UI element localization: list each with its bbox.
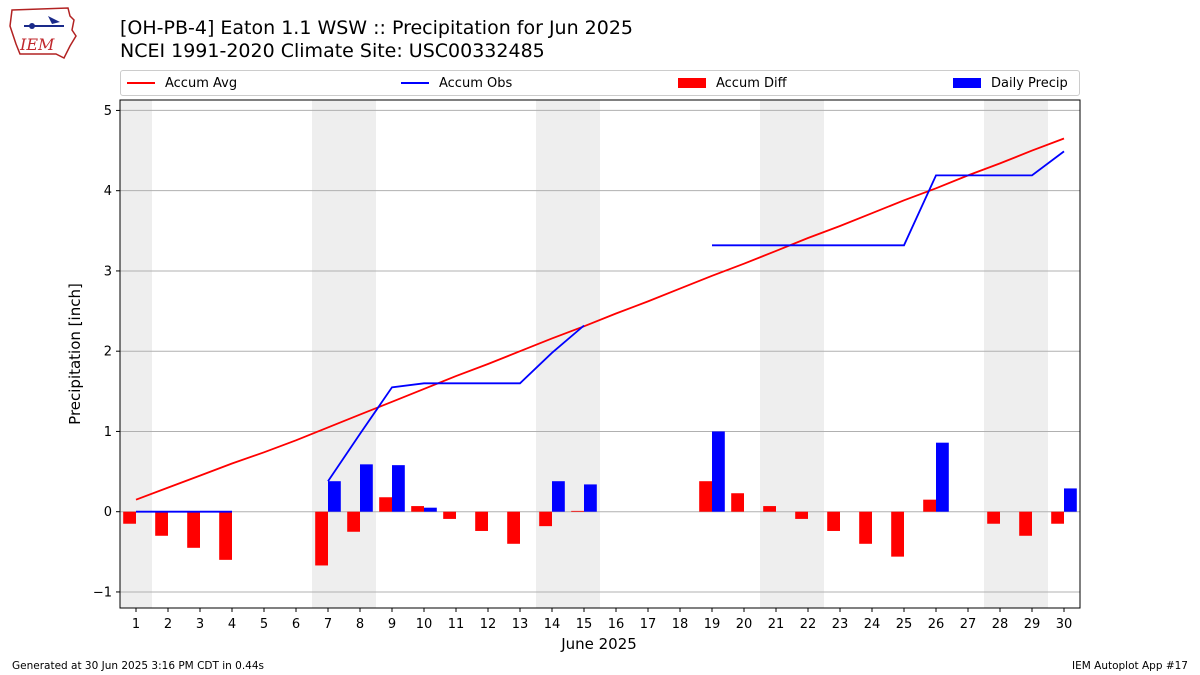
weekend-shade-0 <box>120 100 152 608</box>
daily-bar-day-14 <box>552 481 565 512</box>
x-tick-label: 25 <box>896 617 913 632</box>
diff-bar-day-25 <box>891 511 904 557</box>
diff-bar-day-26 <box>923 499 936 512</box>
x-tick-label: 2 <box>164 617 172 632</box>
diff-bar-day-2 <box>155 511 168 536</box>
y-tick-label: −1 <box>93 585 112 600</box>
x-tick-label: 23 <box>832 617 849 632</box>
diff-bar-day-23 <box>827 511 840 531</box>
iem-logo: IEM <box>8 6 80 60</box>
x-tick-label: 1 <box>132 617 140 632</box>
footer-app-id: IEM Autoplot App #17 <box>1072 660 1188 672</box>
diff-bar-day-4 <box>219 511 232 560</box>
diff-bar-day-3 <box>187 511 200 548</box>
legend-item-accum-diff: Accum Diff <box>678 71 787 95</box>
diff-bar-day-24 <box>859 511 872 544</box>
x-tick-label: 22 <box>800 617 817 632</box>
diff-bar-day-8 <box>347 511 360 532</box>
diff-bar-day-19 <box>699 481 712 512</box>
x-tick-label: 6 <box>292 617 300 632</box>
diff-bar-day-29 <box>1019 511 1032 536</box>
y-tick-label: 4 <box>104 184 112 199</box>
diff-bar-day-7 <box>315 511 328 566</box>
legend-swatch-accum-obs <box>401 82 429 84</box>
x-tick-label: 5 <box>260 617 268 632</box>
x-tick-label: 13 <box>512 617 529 632</box>
legend-item-daily-precip: Daily Precip <box>953 71 1068 95</box>
legend-label-accum-obs: Accum Obs <box>439 75 513 91</box>
diff-bar-day-14 <box>539 511 552 527</box>
x-tick-label: 14 <box>544 617 561 632</box>
weekend-shade-2 <box>536 100 600 608</box>
x-tick-label: 11 <box>448 617 465 632</box>
legend-item-accum-obs: Accum Obs <box>401 71 512 95</box>
accum-obs-line-segment-1 <box>327 324 585 482</box>
legend-item-accum-avg: Accum Avg <box>127 71 237 95</box>
legend-label-accum-avg: Accum Avg <box>165 75 238 91</box>
daily-bar-day-15 <box>584 484 597 512</box>
x-tick-label: 4 <box>228 617 236 632</box>
chart-legend: Accum Avg Accum Obs Accum Diff Daily Pre… <box>120 70 1080 96</box>
legend-label-daily-precip: Daily Precip <box>991 75 1068 91</box>
diff-bar-day-28 <box>987 511 1000 524</box>
chart-title: [OH-PB-4] Eaton 1.1 WSW :: Precipitation… <box>120 17 634 39</box>
y-tick-label: 2 <box>104 345 112 360</box>
chart-subtitle: NCEI 1991-2020 Climate Site: USC00332485 <box>120 40 545 62</box>
y-axis-label: Precipitation [inch] <box>66 283 84 425</box>
daily-bar-day-8 <box>360 464 373 512</box>
diff-bar-day-12 <box>475 511 488 531</box>
x-tick-label: 10 <box>416 617 433 632</box>
daily-bar-day-10 <box>424 507 437 512</box>
diff-bar-day-10 <box>411 506 424 512</box>
diff-bar-day-11 <box>443 511 456 519</box>
diff-bar-day-15 <box>571 510 584 512</box>
x-tick-label: 29 <box>1024 617 1041 632</box>
x-tick-label: 3 <box>196 617 204 632</box>
daily-bar-day-9 <box>392 465 405 512</box>
daily-bar-day-26 <box>936 442 949 512</box>
y-tick-label: 1 <box>104 425 112 440</box>
plot-frame <box>119 99 1081 609</box>
x-tick-label: 15 <box>576 617 593 632</box>
legend-swatch-accum-diff <box>678 78 706 88</box>
accum-obs-line-segment-2 <box>712 150 1065 247</box>
y-tick-label: 3 <box>104 264 112 279</box>
x-tick-label: 19 <box>704 617 721 632</box>
x-tick-label: 27 <box>960 617 977 632</box>
weekend-shade-3 <box>760 100 824 608</box>
x-tick-label: 9 <box>388 617 396 632</box>
legend-swatch-daily-precip <box>953 78 981 88</box>
diff-bar-day-22 <box>795 511 808 519</box>
x-axis-label: June 2025 <box>560 635 637 653</box>
x-tick-label: 18 <box>672 617 689 632</box>
accum-avg-line-segment-0 <box>135 137 1065 501</box>
y-tick-label: 0 <box>104 505 112 520</box>
x-tick-label: 7 <box>324 617 332 632</box>
x-tick-label: 30 <box>1056 617 1073 632</box>
diff-bar-day-30 <box>1051 511 1064 524</box>
legend-swatch-accum-avg <box>127 82 155 84</box>
y-tick-label: 5 <box>104 104 112 119</box>
diff-bar-day-9 <box>379 497 392 512</box>
x-tick-label: 21 <box>768 617 785 632</box>
x-tick-label: 24 <box>864 617 881 632</box>
daily-bar-day-7 <box>328 481 341 512</box>
x-tick-label: 26 <box>928 617 945 632</box>
daily-bar-day-30 <box>1064 488 1077 512</box>
x-tick-label: 20 <box>736 617 753 632</box>
daily-bar-day-19 <box>712 431 725 512</box>
x-tick-label: 17 <box>640 617 657 632</box>
diff-bar-day-21 <box>763 506 776 512</box>
x-tick-label: 12 <box>480 617 497 632</box>
legend-label-accum-diff: Accum Diff <box>716 75 787 91</box>
footer-generated: Generated at 30 Jun 2025 3:16 PM CDT in … <box>12 660 265 672</box>
logo-text: IEM <box>19 35 55 54</box>
x-tick-label: 28 <box>992 617 1009 632</box>
diff-bar-day-1 <box>123 511 136 524</box>
diff-bar-day-20 <box>731 493 744 512</box>
x-tick-label: 16 <box>608 617 625 632</box>
diff-bar-day-13 <box>507 511 520 544</box>
x-tick-label: 8 <box>356 617 364 632</box>
